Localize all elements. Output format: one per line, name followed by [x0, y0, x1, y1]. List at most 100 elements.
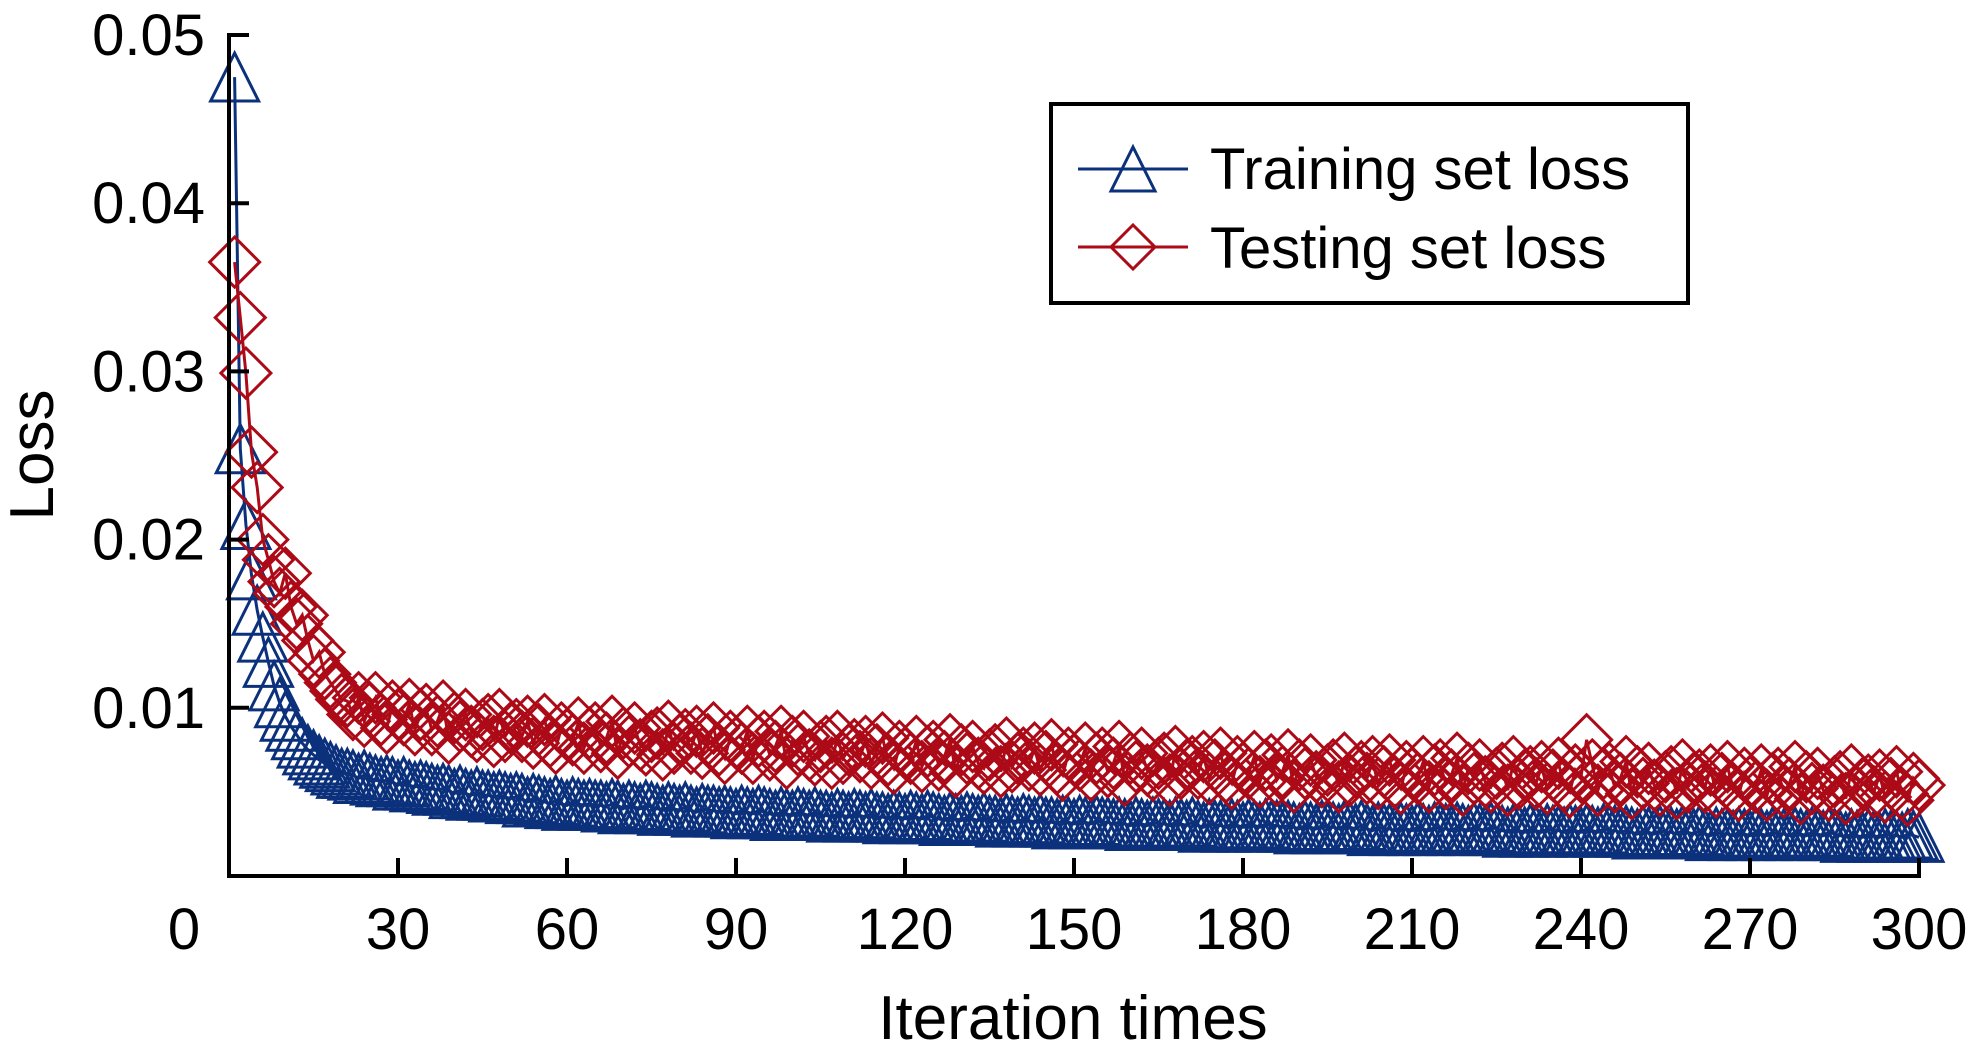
y-tick-label: 0.05: [92, 3, 205, 68]
testing-point-marker: [1858, 769, 1913, 825]
testing-point-marker: [1891, 758, 1947, 813]
testing-point-marker: [1063, 747, 1119, 803]
testing-point-marker: [1677, 759, 1733, 814]
testing-point-marker: [1790, 746, 1845, 801]
training-point-marker: [242, 635, 295, 688]
testing-point-marker: [1007, 721, 1062, 776]
testing-point-marker: [1784, 761, 1840, 816]
training-point-marker: [1886, 808, 1940, 862]
x-tick-label: 180: [1195, 897, 1292, 962]
testing-point-marker: [1311, 759, 1366, 814]
testing-point-marker: [241, 532, 296, 587]
plot-series: [207, 49, 1947, 863]
training-point-marker: [580, 779, 633, 833]
testing-point-marker: [1621, 741, 1676, 796]
testing-point-marker: [1176, 729, 1231, 784]
testing-point-marker: [601, 714, 657, 769]
legend-entry-training: Training set loss: [1078, 137, 1630, 202]
testing-point-marker: [748, 719, 803, 774]
testing-point-marker: [1418, 756, 1473, 811]
testing-point-marker: [855, 710, 910, 766]
testing-point-marker: [1362, 732, 1417, 788]
legend-diamond-icon: [1108, 222, 1158, 272]
testing-point-marker: [973, 744, 1028, 799]
x-tick-label: 120: [857, 897, 954, 962]
x-tick-label: 90: [704, 897, 769, 962]
testing-point-marker: [635, 727, 690, 783]
testing-point-marker: [686, 700, 741, 756]
testing-point-marker: [1255, 744, 1310, 799]
testing-point-marker: [1480, 763, 1535, 818]
testing-point-marker: [1086, 736, 1141, 791]
testing-point-marker: [1683, 742, 1738, 798]
testing-point-marker: [725, 731, 781, 786]
testing-point-marker: [483, 700, 538, 756]
x-tick-label: 210: [1364, 897, 1461, 962]
testing-point-marker: [618, 722, 673, 777]
testing-point-marker: [230, 460, 285, 515]
testing-point-marker: [320, 673, 375, 729]
testing-point-marker: [1080, 744, 1135, 799]
y-tick-label: 0.04: [92, 171, 205, 236]
testing-point-marker: [1818, 771, 1873, 826]
testing-point-marker: [286, 633, 341, 688]
training-point-marker: [309, 742, 363, 796]
y-tick-label: 0.03: [92, 339, 205, 404]
testing-point-marker: [275, 588, 330, 643]
testing-point-marker: [787, 732, 842, 788]
y-axis-label: Loss: [0, 390, 67, 521]
testing-point-marker: [804, 736, 859, 791]
testing-point-marker: [1587, 759, 1642, 814]
testing-point-marker: [1401, 759, 1457, 814]
testing-point-marker: [691, 722, 747, 777]
testing-point-marker: [1249, 753, 1304, 808]
testing-point-marker: [1801, 768, 1856, 823]
testing-point-marker: [1553, 749, 1609, 804]
testing-point-marker: [860, 732, 916, 788]
testing-point-marker: [556, 721, 612, 776]
x-tick-label: 240: [1533, 897, 1630, 962]
x-tick-label: 270: [1702, 897, 1799, 962]
testing-point-marker: [1852, 747, 1907, 803]
testing-point-marker: [410, 694, 465, 749]
testing-point-marker: [1756, 764, 1811, 820]
y-tick-label: 0.01: [92, 676, 205, 741]
testing-point-marker: [224, 425, 279, 480]
testing-point-marker: [466, 714, 521, 769]
testing-point-marker: [1024, 717, 1079, 772]
testing-point-marker: [1452, 737, 1507, 793]
testing-point-marker: [506, 716, 561, 771]
testing-point-marker: [1514, 739, 1569, 794]
testing-point-marker: [838, 714, 893, 769]
testing-point-marker: [1632, 763, 1687, 818]
testing-point-marker: [945, 719, 1000, 774]
legend-box: [1049, 102, 1690, 305]
legend-entry-testing: Testing set loss: [1078, 216, 1607, 281]
testing-point-marker: [348, 670, 403, 725]
y-ticks: 0.01 0.02 0.03 0.04 0.05: [92, 3, 249, 741]
training-point-marker: [236, 609, 290, 663]
x-tick-label: 150: [1026, 897, 1123, 962]
testing-point-marker: [337, 694, 392, 749]
testing-point-marker: [1159, 737, 1214, 793]
testing-point-marker: [258, 546, 313, 601]
training-point-marker: [303, 739, 357, 793]
testing-point-marker: [1835, 756, 1890, 811]
testing-point-marker: [1508, 756, 1564, 811]
testing-point-marker: [1762, 756, 1817, 811]
testing-point-marker: [1446, 751, 1502, 806]
axes: 0 30 60 90 120 150 180 210 240 270 300 0.010.020.0…: [92, 3, 1967, 962]
training-point-marker: [1881, 806, 1935, 860]
legend-label-training: Training set loss: [1210, 137, 1630, 202]
series-training: [208, 49, 1946, 863]
testing-point-marker: [1277, 746, 1333, 801]
testing-point-marker: [1666, 751, 1721, 806]
testing-point-marker: [246, 554, 302, 609]
x-ticks: 0 30 60 90 120 150 180 210 240 270 300: [168, 858, 1968, 962]
testing-point-marker: [1497, 747, 1552, 803]
testing-point-marker: [1846, 764, 1902, 820]
testing-point-marker: [911, 737, 966, 793]
x-tick-label: 300: [1871, 897, 1968, 962]
legend: Training set loss Testing set loss: [1049, 102, 1690, 305]
testing-point-marker: [894, 739, 950, 794]
